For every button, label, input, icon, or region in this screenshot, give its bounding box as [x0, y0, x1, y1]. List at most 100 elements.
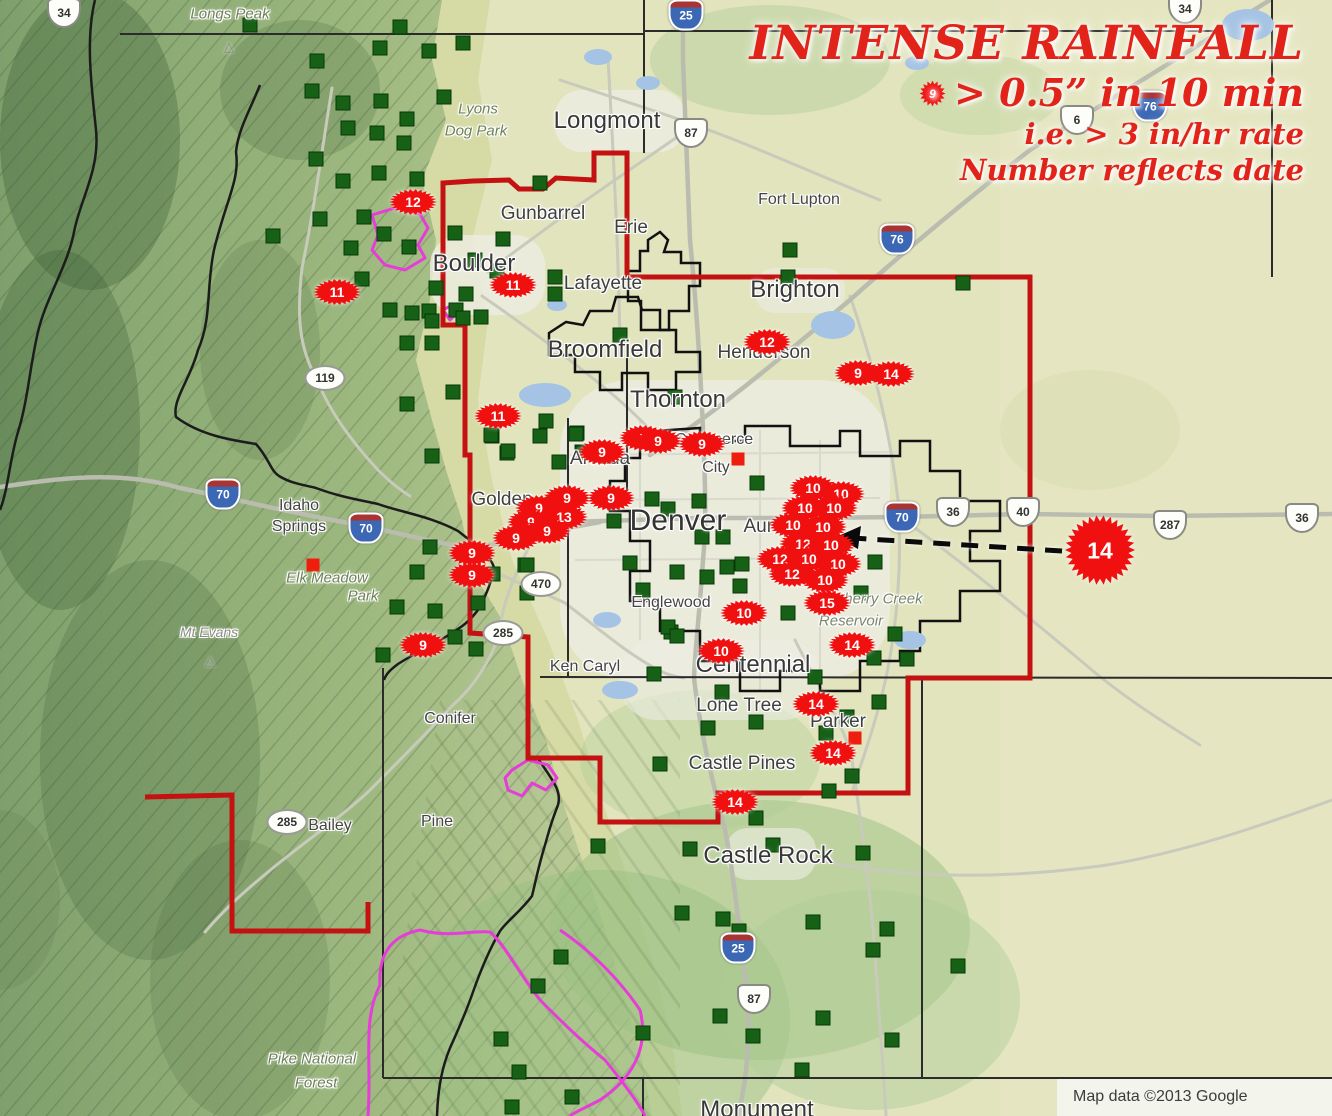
rain-gauge-dot	[458, 286, 474, 302]
place-label: Bailey	[308, 817, 352, 834]
rain-gauge-dot	[652, 756, 668, 772]
rain-gauge-dot	[646, 666, 662, 682]
rain-gauge-dot	[699, 569, 715, 585]
place-label: Monument	[700, 1096, 814, 1116]
rain-gauge-dot	[794, 1062, 810, 1078]
legend-line-date: Number reflects date	[959, 153, 1304, 187]
place-label: Gunbarrel	[500, 203, 586, 224]
rain-gauge-dot	[530, 978, 546, 994]
rain-gauge-dot	[564, 1089, 580, 1105]
rain-gauge-dot	[669, 628, 685, 644]
place-label: Castle Rock	[703, 842, 833, 869]
rain-gauge-dot	[712, 1008, 728, 1024]
highway-shield-87: 87	[674, 118, 708, 148]
rain-gauge-dot	[551, 454, 567, 470]
rain-gauge-dot	[500, 443, 516, 459]
legend-marker-icon: 9	[919, 80, 946, 106]
rain-gauge-dot	[340, 120, 356, 136]
place-label: Lafayette	[563, 273, 643, 294]
rain-gauge-dot	[682, 841, 698, 857]
place-label: Brighton	[750, 276, 840, 303]
rain-gauge-dot	[674, 905, 690, 921]
rain-gauge-dot	[404, 305, 420, 321]
rain-gauge-dot	[853, 585, 869, 601]
place-label: Golden	[471, 489, 533, 510]
legend-line-rate: i.e. > 3 in/hr rate	[1024, 117, 1305, 151]
highway-shield-470: 470	[520, 571, 562, 597]
rain-gauge-dot	[389, 599, 405, 615]
place-label: Arvada	[569, 448, 631, 469]
lake	[602, 681, 638, 699]
rain-gauge-dot	[955, 275, 971, 291]
rain-gauge-dot	[401, 239, 417, 255]
place-label: Aurora	[743, 516, 801, 537]
highway-shield-25: 25	[720, 932, 756, 964]
highway-shield-119: 119	[304, 365, 346, 391]
rain-gauge-dot	[660, 501, 676, 517]
place-label: Cherry Creek	[833, 590, 923, 608]
rain-gauge-dot	[382, 302, 398, 318]
map-attribution: Map data ©2013 Google	[1057, 1079, 1332, 1116]
lake	[584, 49, 612, 65]
lake	[905, 56, 929, 70]
rain-gauge-dot	[815, 1010, 831, 1026]
place-label: △	[205, 653, 215, 668]
rain-gauge-dot	[369, 125, 385, 141]
rain-gauge-dot	[839, 709, 855, 725]
place-label: Conifer	[424, 710, 476, 727]
place-label: Erie	[614, 217, 648, 238]
rain-gauge-dot	[606, 513, 622, 529]
rain-gauge-dot	[715, 911, 731, 927]
rain-gauge-dot	[899, 651, 915, 667]
rain-gauge-dot	[547, 269, 563, 285]
rain-gauge-dot	[372, 40, 388, 56]
rain-gauge-dot	[691, 493, 707, 509]
rain-gauge-dot	[532, 428, 548, 444]
lake	[593, 612, 621, 628]
rain-gauge-dot	[635, 582, 651, 598]
place-label: Lone Tree	[696, 695, 782, 716]
rain-gauge-dot	[312, 211, 328, 227]
highway-shield-76: 76	[1132, 90, 1168, 122]
highway-shield-36: 36	[1285, 503, 1319, 533]
rain-gauge-dot	[335, 95, 351, 111]
rain-gauge-dot	[568, 426, 584, 442]
lake	[1222, 9, 1274, 41]
lake	[519, 383, 571, 407]
rain-gauge-dot	[590, 838, 606, 854]
place-label: Centennial	[695, 651, 811, 678]
highway-shield-87: 87	[737, 984, 771, 1014]
rain-gauge-dot	[669, 564, 685, 580]
rain-gauge-dot	[950, 958, 966, 974]
rain-gauge-dot	[748, 714, 764, 730]
legend-title: INTENSE RAINFALL	[749, 16, 1304, 71]
place-label: Commerce	[674, 431, 754, 448]
highway-shield-285: 285	[266, 809, 308, 835]
rain-gauge-dot	[356, 209, 372, 225]
place-label: Longmont	[553, 107, 661, 134]
rain-gauge-dot	[308, 151, 324, 167]
rain-gauge-dot	[519, 557, 535, 573]
place-label: City	[702, 459, 730, 476]
place-label: Idaho	[278, 497, 320, 514]
rain-gauge-dot	[871, 694, 887, 710]
highway-shield-287: 287	[1153, 510, 1187, 540]
rain-gauge-dot	[495, 231, 511, 247]
rain-gauge-dot	[694, 529, 710, 545]
place-label: Ken Caryl	[549, 658, 621, 675]
place-label: Parker	[810, 711, 866, 732]
rain-gauge-dot	[409, 564, 425, 580]
rain-gauge-dot	[855, 845, 871, 861]
place-label: Springs	[271, 518, 327, 535]
place-label: Denver	[629, 504, 727, 537]
rain-gauge-dot	[371, 165, 387, 181]
rain-gauge-dot	[436, 89, 452, 105]
rain-gauge-dot	[807, 669, 823, 685]
rain-gauge-dot	[424, 335, 440, 351]
rain-gauge-dot	[373, 93, 389, 109]
red-square-dot	[731, 452, 745, 466]
rain-gauge-dot	[468, 641, 484, 657]
